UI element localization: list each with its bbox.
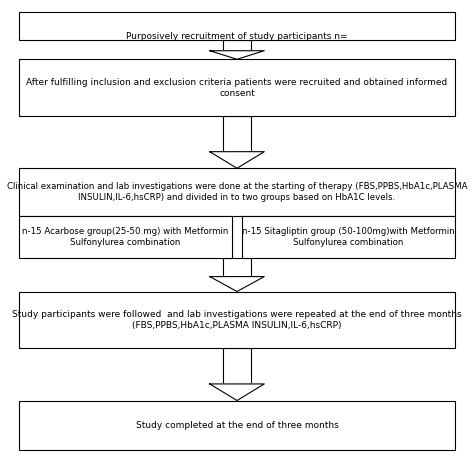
Bar bbox=[242, 216, 455, 258]
Text: After fulfilling inclusion and exclusion criteria patients were recruited and ob: After fulfilling inclusion and exclusion… bbox=[27, 78, 447, 98]
Text: n-15 Acarbose group(25-50 mg) with Metformin
Sulfonylurea combination: n-15 Acarbose group(25-50 mg) with Metfo… bbox=[22, 227, 229, 247]
Text: Clinical examination and lab investigations were done at the starting of therapy: Clinical examination and lab investigati… bbox=[7, 182, 467, 202]
Bar bbox=[19, 59, 455, 116]
Text: n-15 Sitagliptin group (50-100mg)with Metformin
Sulfonylurea combination: n-15 Sitagliptin group (50-100mg)with Me… bbox=[242, 227, 455, 247]
Polygon shape bbox=[210, 152, 264, 168]
Bar bbox=[223, 116, 251, 152]
Bar bbox=[19, 401, 455, 450]
Bar bbox=[19, 292, 455, 348]
Polygon shape bbox=[210, 51, 264, 59]
Bar bbox=[19, 216, 232, 258]
Text: Study participants were followed  and lab investigations were repeated at the en: Study participants were followed and lab… bbox=[12, 310, 462, 330]
Bar bbox=[223, 348, 251, 384]
Bar bbox=[223, 258, 251, 277]
Bar bbox=[223, 40, 251, 51]
Bar bbox=[19, 12, 455, 40]
Polygon shape bbox=[210, 384, 264, 401]
Text: Purposively recruitment of study participants n=: Purposively recruitment of study partici… bbox=[126, 32, 348, 41]
Text: Study completed at the end of three months: Study completed at the end of three mont… bbox=[136, 421, 338, 430]
Polygon shape bbox=[210, 277, 264, 292]
Bar bbox=[19, 168, 455, 216]
